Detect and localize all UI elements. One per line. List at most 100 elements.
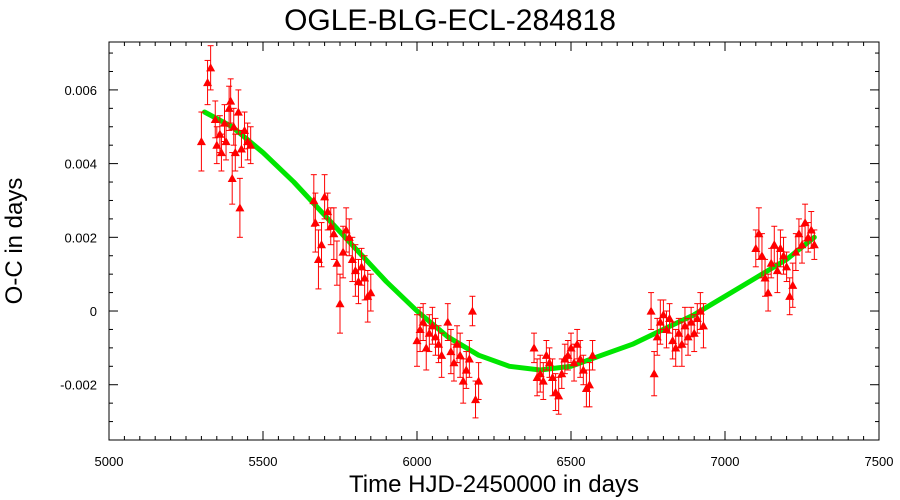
data-point — [210, 114, 220, 123]
data-point — [320, 192, 330, 201]
data-point — [338, 247, 348, 256]
data-point — [557, 369, 567, 378]
data-point — [246, 140, 256, 149]
y-tick-label: 0.002 — [64, 230, 97, 245]
data-point — [563, 350, 573, 359]
data-point — [461, 365, 471, 374]
data-point — [698, 321, 708, 330]
data-point — [309, 195, 319, 205]
data-point — [347, 254, 357, 264]
data-points-layer — [196, 45, 819, 419]
data-point — [455, 350, 465, 359]
data-point — [544, 358, 554, 367]
data-point — [677, 339, 687, 348]
data-point — [797, 240, 807, 249]
x-tick-label: 5000 — [95, 454, 124, 469]
data-point — [554, 391, 564, 400]
x-tick-label: 7000 — [711, 454, 740, 469]
data-point — [803, 232, 813, 241]
data-point — [541, 350, 551, 359]
data-point — [794, 229, 804, 238]
data-point — [421, 343, 431, 352]
data-point — [760, 273, 770, 282]
data-point — [350, 265, 360, 275]
data-point — [655, 317, 665, 326]
data-point — [584, 380, 594, 389]
data-point — [467, 306, 477, 315]
data-point — [446, 347, 456, 356]
x-tick-label: 6000 — [403, 454, 432, 469]
data-point — [326, 221, 336, 230]
data-point — [226, 96, 236, 105]
data-point — [206, 63, 216, 72]
x-axis-label: Time HJD-2450000 in days — [349, 471, 639, 498]
x-axis: 5000 5500 6000 6500 7000 7500 — [95, 42, 893, 469]
data-point — [332, 258, 342, 267]
data-point — [313, 254, 323, 264]
data-point — [452, 339, 462, 348]
data-point — [538, 376, 548, 385]
y-axis: -0.002 0 0.002 0.004 0.006 — [60, 52, 879, 441]
data-point — [695, 306, 705, 315]
data-point — [434, 339, 444, 348]
data-point — [674, 328, 684, 337]
data-point — [671, 343, 681, 352]
data-point — [683, 332, 693, 341]
data-point — [779, 251, 789, 260]
data-point — [415, 324, 425, 334]
data-point — [310, 218, 320, 227]
data-point — [233, 107, 243, 116]
data-point — [323, 207, 333, 216]
data-point — [227, 173, 237, 182]
y-tick-label: 0.006 — [64, 83, 97, 98]
data-point — [449, 358, 459, 367]
data-point — [766, 258, 776, 267]
fit-curve-layer — [202, 109, 817, 373]
data-point — [412, 336, 422, 345]
data-point — [578, 365, 588, 374]
data-point — [692, 313, 702, 322]
data-point — [424, 328, 434, 337]
data-point — [754, 229, 764, 238]
data-point — [652, 332, 662, 341]
data-point — [686, 317, 696, 326]
data-point — [785, 291, 795, 300]
data-point — [360, 273, 370, 282]
data-point — [772, 265, 782, 275]
data-point — [782, 262, 792, 271]
data-point — [769, 240, 779, 249]
data-point — [588, 350, 598, 359]
data-point — [203, 78, 213, 87]
data-point — [235, 203, 245, 212]
data-point — [661, 324, 671, 334]
data-point — [665, 313, 675, 322]
data-point — [443, 317, 453, 326]
data-point — [216, 148, 226, 157]
data-point — [458, 376, 468, 385]
data-point — [224, 103, 234, 112]
data-point — [535, 369, 545, 378]
y-tick-label: -0.002 — [60, 378, 97, 393]
data-point — [317, 240, 327, 249]
data-point — [572, 339, 582, 348]
data-point — [221, 137, 231, 146]
data-point — [751, 243, 761, 252]
data-point — [196, 137, 206, 146]
data-point — [418, 317, 428, 326]
data-point — [809, 240, 819, 249]
data-point — [230, 148, 240, 157]
data-point — [353, 277, 363, 286]
data-point — [658, 310, 668, 319]
data-point — [548, 372, 558, 381]
chart-title: OGLE-BLG-ECL-284818 — [284, 4, 616, 37]
y-tick-label: 0.004 — [64, 157, 97, 172]
data-point — [430, 332, 440, 341]
data-point — [680, 321, 690, 330]
data-point — [341, 225, 351, 234]
data-point — [791, 247, 801, 256]
fit-curve — [202, 109, 817, 373]
data-point — [763, 288, 773, 297]
data-point — [229, 122, 239, 131]
